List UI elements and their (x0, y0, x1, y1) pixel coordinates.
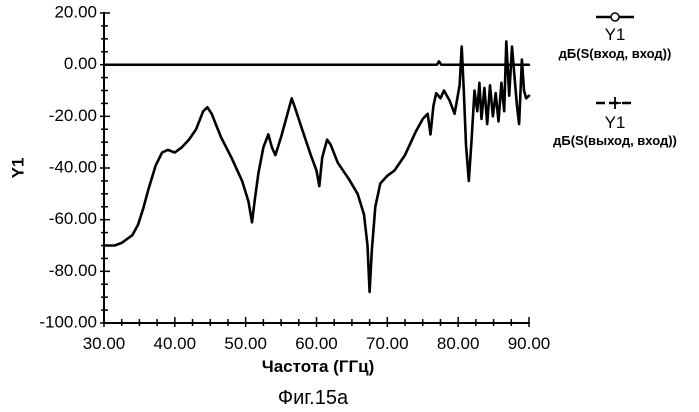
plus-marker-icon (609, 97, 621, 109)
y-tick-label: -20.00 (49, 106, 97, 125)
legend: Y1 дБ(S(вход, вход)) Y1 дБ(S(выход, вход… (553, 13, 677, 148)
figure-caption: Фиг.15а (278, 387, 349, 409)
legend-entry-2: Y1 дБ(S(выход, вход)) (553, 97, 677, 148)
legend-label-1: Y1 (605, 25, 626, 44)
legend-expression-1: дБ(S(вход, вход)) (559, 46, 672, 61)
x-tick-label: 80.00 (437, 334, 480, 353)
x-tick-label: 60.00 (295, 334, 338, 353)
legend-entry-1: Y1 дБ(S(вход, вход)) (559, 13, 672, 61)
x-tick-labels: 30.00 40.00 50.00 60.00 70.00 80.00 90.00 (83, 334, 551, 353)
x-tick-label: 30.00 (83, 334, 126, 353)
y-tick-label: 20.00 (54, 2, 97, 21)
x-tick-label: 90.00 (508, 334, 551, 353)
legend-expression-2: дБ(S(выход, вход)) (553, 133, 677, 148)
y-tick-label: -60.00 (49, 209, 97, 228)
y-tick-label: -40.00 (49, 157, 97, 176)
x-tick-label: 70.00 (366, 334, 409, 353)
y-tick-labels: 20.00 0.00 -20.00 -40.00 -60.00 -80.00 -100.00 (39, 2, 97, 331)
x-tick-label: 50.00 (224, 334, 267, 353)
y-tick-label: 0.00 (64, 54, 97, 73)
series-layer (104, 41, 529, 292)
y-tick-label: -100.00 (39, 312, 97, 331)
series-line-1 (104, 61, 529, 64)
legend-label-2: Y1 (605, 113, 626, 132)
series-line-2 (104, 41, 529, 292)
circle-marker-icon (611, 13, 619, 21)
x-axis-title: Частота (ГГц) (262, 357, 374, 376)
y-tick-label: -80.00 (49, 261, 97, 280)
x-tick-label: 40.00 (154, 334, 197, 353)
y-axis-title: Y1 (8, 158, 27, 179)
minor-ticks (100, 13, 529, 327)
